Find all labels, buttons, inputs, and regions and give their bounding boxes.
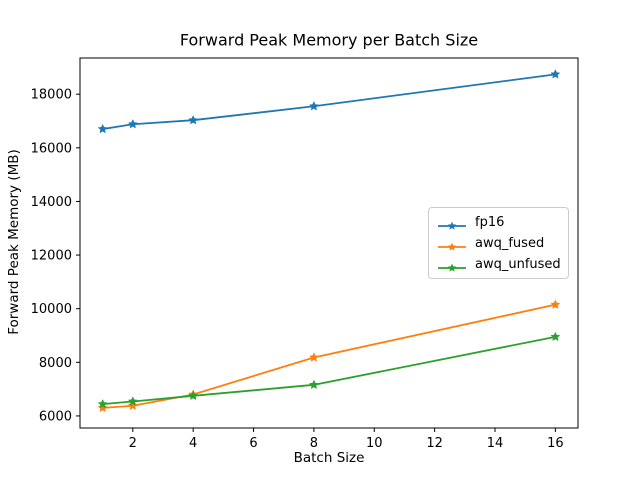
chart-title: Forward Peak Memory per Batch Size xyxy=(179,30,479,50)
series-marker-awq_unfused xyxy=(308,379,319,390)
legend-item-fp16: fp16 xyxy=(437,212,560,233)
x-tick-label: 8 xyxy=(310,436,318,451)
series-marker-fp16 xyxy=(550,69,561,79)
x-tick-label: 2 xyxy=(129,436,137,451)
legend-item-awq_unfused: awq_unfused xyxy=(437,254,561,275)
x-axis-label: Batch Size xyxy=(293,450,365,466)
legend-label: awq_fused xyxy=(475,236,545,251)
y-tick-label: 14000 xyxy=(31,195,72,210)
x-tick-label: 4 xyxy=(189,436,197,451)
series-line-awq_fused xyxy=(101,303,557,409)
legend-line-swatch xyxy=(437,217,467,230)
legend-item-awq_fused: awq_fused xyxy=(437,233,560,254)
series-marker-fp16 xyxy=(308,101,319,111)
series-marker-awq_unfused xyxy=(550,331,561,342)
x-tick-label: 10 xyxy=(366,436,383,451)
legend-label: awq_unfused xyxy=(475,257,561,272)
axes-spines xyxy=(79,57,579,429)
y-tick-label: 18000 xyxy=(31,88,72,103)
y-tick-label: 6000 xyxy=(39,409,72,424)
series-marker-awq_unfused xyxy=(127,396,138,406)
series-marker-awq_fused xyxy=(97,402,108,413)
series-line-fp16 xyxy=(101,73,557,130)
legend-line-swatch xyxy=(437,259,467,272)
legend: fp16 awq_fused awq_unfused xyxy=(428,207,569,279)
legend-line-swatch xyxy=(437,238,467,251)
series-marker-awq_fused xyxy=(550,299,561,309)
series-marker-fp16 xyxy=(188,114,199,125)
series-marker-awq_fused xyxy=(127,400,138,410)
series-marker-fp16 xyxy=(97,123,108,134)
y-tick-label: 10000 xyxy=(31,302,72,317)
series-marker-awq_unfused xyxy=(188,390,199,401)
x-tick-label: 14 xyxy=(487,436,504,451)
y-tick-label: 8000 xyxy=(39,356,72,371)
x-tick-label: 16 xyxy=(547,436,564,451)
x-tick-label: 12 xyxy=(426,436,443,451)
legend-label: fp16 xyxy=(475,215,505,230)
series-marker-fp16 xyxy=(127,119,138,129)
x-tick-label: 6 xyxy=(249,436,257,451)
series-marker-awq_fused xyxy=(308,352,319,362)
y-tick-label: 12000 xyxy=(31,249,72,264)
series-marker-awq_unfused xyxy=(97,398,108,409)
y-tick-label: 16000 xyxy=(31,141,72,156)
series-line-awq_unfused xyxy=(101,335,557,406)
